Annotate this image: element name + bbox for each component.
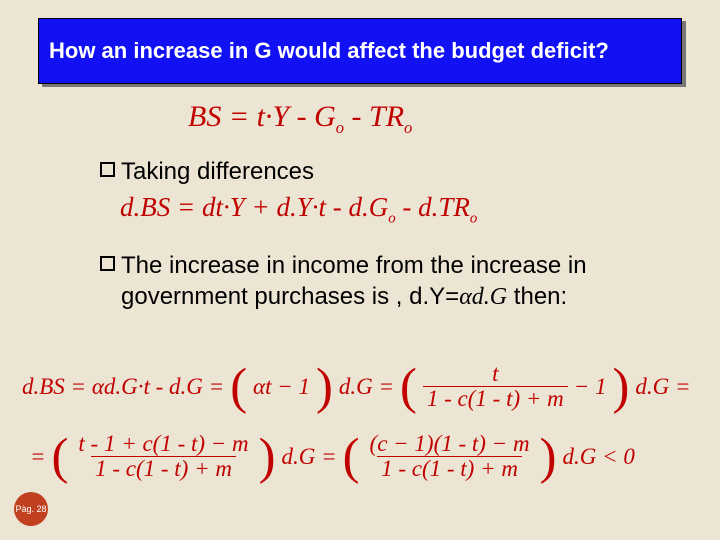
- bullet-2-text: The increase in income from the increase…: [121, 250, 670, 313]
- title-box: How an increase in G would affect the bu…: [38, 18, 682, 84]
- slide-title: How an increase in G would affect the bu…: [49, 37, 609, 65]
- page-number: Pàg. 28: [15, 504, 46, 514]
- bullet-2: The increase in income from the increase…: [100, 250, 670, 313]
- bullet-1: Taking differences: [100, 156, 314, 187]
- bullet-1-text: Taking differences: [121, 156, 314, 187]
- page-number-badge: Pàg. 28: [14, 492, 48, 526]
- equation-line3: d.BS = αd.G·t - d.G = ( αt − 1 ) d.G = (…: [22, 362, 712, 411]
- equation-line4: = ( t - 1 + c(1 - t) − m 1 - c(1 - t) + …: [30, 432, 650, 481]
- bullet-square-icon: [100, 162, 115, 177]
- equation-dbs: d.BS = dt·Y + d.Y·t - d.Go - d.TRo: [120, 192, 477, 227]
- equation-bs: BS = t·Y - Go - TRo: [188, 100, 412, 138]
- bullet-square-icon: [100, 256, 115, 271]
